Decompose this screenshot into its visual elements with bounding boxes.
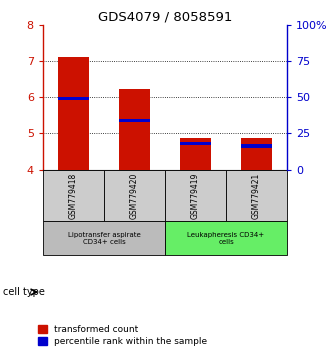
Text: cell type: cell type xyxy=(3,287,45,297)
Bar xyxy=(119,89,150,170)
Legend: transformed count, percentile rank within the sample: transformed count, percentile rank withi… xyxy=(38,325,207,346)
Text: GSM779418: GSM779418 xyxy=(69,172,78,218)
Bar xyxy=(58,57,89,170)
Bar xyxy=(241,144,272,148)
Bar xyxy=(104,170,165,221)
Bar xyxy=(226,170,287,221)
Bar xyxy=(180,138,211,170)
Text: Lipotransfer aspirate
CD34+ cells: Lipotransfer aspirate CD34+ cells xyxy=(68,232,140,245)
Title: GDS4079 / 8058591: GDS4079 / 8058591 xyxy=(98,11,232,24)
Bar xyxy=(119,119,150,122)
Bar xyxy=(241,138,272,170)
Bar xyxy=(165,221,287,255)
Bar xyxy=(43,221,165,255)
Bar xyxy=(165,170,226,221)
Bar xyxy=(180,142,211,145)
Text: GSM779421: GSM779421 xyxy=(252,172,261,218)
Bar xyxy=(43,170,104,221)
Text: GSM779420: GSM779420 xyxy=(130,172,139,219)
Text: GSM779419: GSM779419 xyxy=(191,172,200,219)
Text: Leukapheresis CD34+
cells: Leukapheresis CD34+ cells xyxy=(187,232,265,245)
Bar xyxy=(58,97,89,100)
